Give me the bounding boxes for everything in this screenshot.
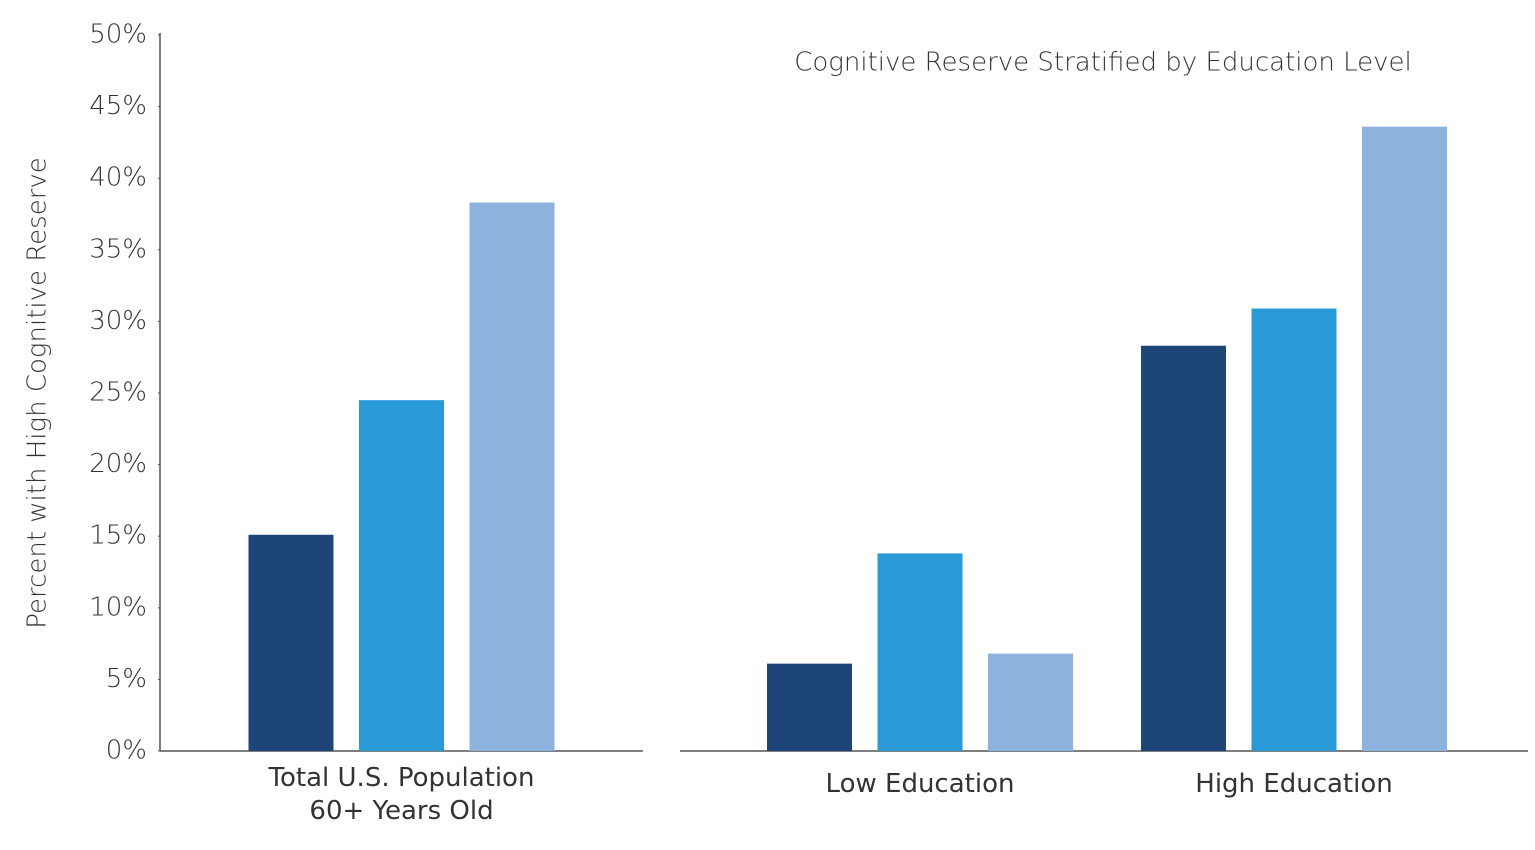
y-axis-label: Percent with High Cognitive Reserve [23, 157, 53, 629]
bar [359, 400, 444, 751]
chart-title: Cognitive Reserve Stratified by Educatio… [794, 48, 1412, 78]
bar [1251, 308, 1337, 751]
bar [469, 202, 555, 751]
y-tick-label: 45% [89, 91, 147, 121]
y-tick-label: 25% [89, 378, 147, 408]
bar [767, 663, 852, 751]
y-tick-label: 30% [89, 306, 147, 336]
x-tick-label: Low Education [825, 769, 1015, 799]
y-tick-label: 15% [89, 521, 147, 551]
x-tick-label: High Education [1195, 769, 1393, 799]
y-tick-label: 50% [89, 20, 147, 50]
x-tick-label: Total U.S. Population 60+ Years Old [268, 763, 535, 826]
bar [988, 653, 1073, 751]
bar [248, 534, 334, 751]
bar [877, 553, 963, 751]
y-tick-label: 35% [89, 234, 147, 264]
y-tick-label: 0% [106, 736, 147, 766]
y-tick-label: 10% [89, 592, 147, 622]
bar [1141, 345, 1226, 751]
y-tick-label: 40% [89, 163, 147, 193]
bar [1362, 126, 1447, 751]
y-tick-label: 5% [106, 664, 147, 694]
y-tick-label: 20% [89, 449, 147, 479]
